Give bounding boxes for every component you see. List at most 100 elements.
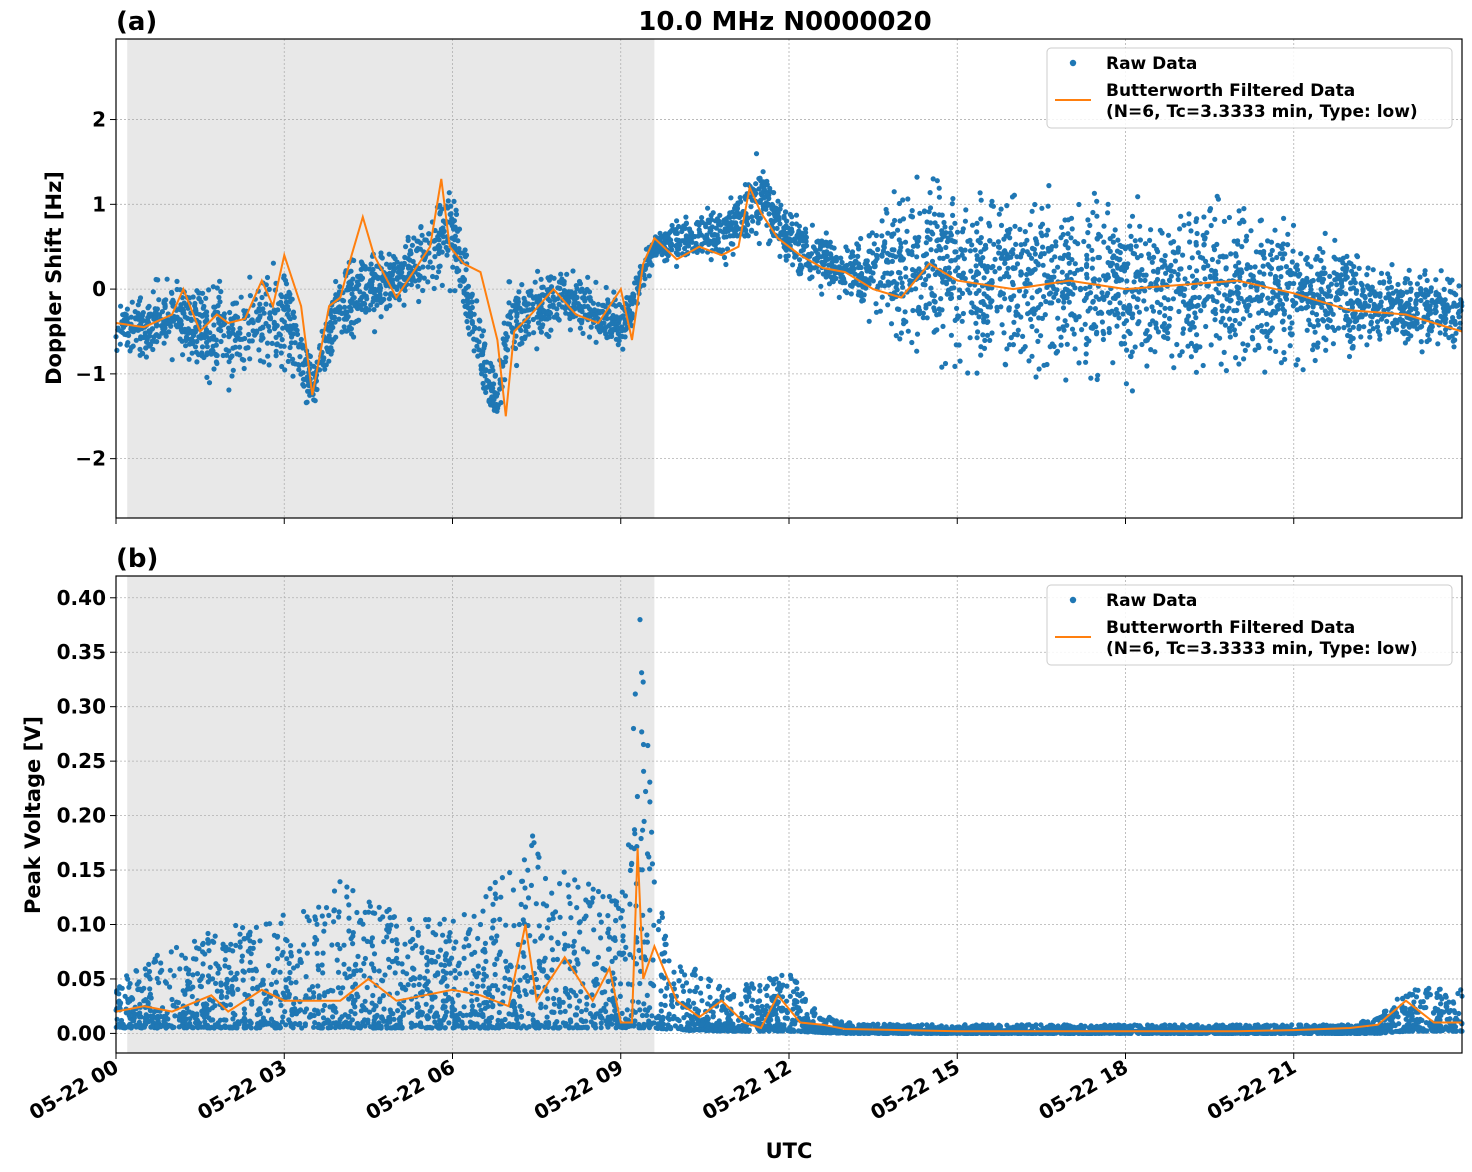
raw-data-point xyxy=(987,238,993,244)
raw-data-point xyxy=(753,181,759,187)
raw-data-point xyxy=(200,305,206,311)
raw-data-point xyxy=(1261,255,1267,261)
raw-data-point xyxy=(1010,251,1016,257)
raw-data-point xyxy=(855,243,862,249)
raw-data-point xyxy=(1115,291,1121,297)
raw-data-point xyxy=(1405,336,1411,342)
raw-data-point xyxy=(1236,361,1242,367)
raw-data-point xyxy=(1393,298,1399,304)
raw-data-point xyxy=(853,258,859,264)
raw-data-point xyxy=(480,380,486,387)
raw-data-point xyxy=(1175,271,1181,278)
raw-data-point xyxy=(1143,330,1149,337)
raw-data-point xyxy=(216,294,222,300)
raw-data-point xyxy=(268,1000,274,1006)
raw-data-point xyxy=(296,344,302,350)
raw-data-point xyxy=(455,963,461,969)
raw-data-point xyxy=(1172,258,1178,264)
raw-data-point xyxy=(1207,208,1213,214)
raw-data-point xyxy=(856,289,862,295)
raw-data-point xyxy=(1128,246,1134,252)
raw-data-point xyxy=(544,287,551,293)
raw-data-point xyxy=(1258,242,1264,248)
raw-data-point xyxy=(1227,328,1233,334)
raw-data-point xyxy=(329,339,335,345)
raw-data-point xyxy=(502,342,508,348)
raw-data-point xyxy=(330,324,336,331)
raw-data-point xyxy=(1407,296,1413,303)
raw-data-point xyxy=(1153,325,1159,331)
raw-data-point xyxy=(789,214,795,220)
raw-data-point xyxy=(1165,232,1172,238)
raw-data-point xyxy=(1147,334,1153,340)
raw-data-point xyxy=(204,344,210,350)
raw-data-point xyxy=(796,271,802,277)
raw-data-point xyxy=(1004,203,1010,209)
legend-a: Raw Data Butterworth Filtered Data (N=6,… xyxy=(1046,47,1453,129)
raw-data-point xyxy=(826,242,832,248)
raw-data-point xyxy=(541,308,547,314)
raw-data-point xyxy=(960,310,967,317)
raw-data-point xyxy=(166,329,172,335)
raw-data-point xyxy=(448,211,454,217)
raw-data-point xyxy=(202,335,208,341)
raw-data-point xyxy=(1315,322,1321,328)
raw-data-point xyxy=(1368,313,1374,319)
raw-data-point xyxy=(526,292,533,298)
raw-data-point xyxy=(667,229,673,235)
raw-data-point xyxy=(1429,324,1435,330)
raw-data-point xyxy=(430,273,436,280)
raw-data-point xyxy=(574,905,580,911)
raw-data-point xyxy=(866,318,872,324)
raw-data-point xyxy=(489,364,495,370)
raw-data-point xyxy=(1287,343,1293,349)
raw-data-point xyxy=(1418,339,1424,345)
raw-data-point xyxy=(537,325,543,331)
raw-data-point xyxy=(1190,320,1196,326)
raw-data-point xyxy=(905,196,911,202)
raw-data-point xyxy=(535,320,542,326)
raw-data-point xyxy=(1018,272,1024,278)
raw-data-point xyxy=(948,225,954,231)
raw-data-point xyxy=(723,261,729,268)
raw-data-point xyxy=(137,346,143,352)
raw-data-point xyxy=(1414,310,1420,316)
raw-data-point xyxy=(386,251,392,257)
raw-data-point xyxy=(1261,248,1267,255)
raw-data-point xyxy=(513,297,519,304)
raw-data-point xyxy=(942,360,949,367)
raw-data-point xyxy=(938,296,944,302)
raw-data-point xyxy=(1194,277,1200,283)
raw-data-point xyxy=(1258,297,1264,303)
raw-data-point xyxy=(1314,344,1320,350)
raw-data-point xyxy=(689,239,695,245)
raw-data-point xyxy=(1194,332,1200,338)
raw-data-point xyxy=(188,317,194,323)
raw-data-point xyxy=(943,244,949,251)
raw-data-point xyxy=(437,211,443,217)
raw-data-point xyxy=(1320,317,1326,323)
raw-data-point xyxy=(771,190,777,196)
raw-data-point xyxy=(1181,222,1187,228)
raw-data-point xyxy=(1039,205,1045,211)
raw-data-point xyxy=(1186,211,1192,217)
raw-data-point xyxy=(1122,246,1128,252)
raw-data-point xyxy=(848,291,854,297)
raw-data-point xyxy=(1001,330,1007,336)
raw-data-point xyxy=(479,371,485,377)
raw-data-point xyxy=(588,324,594,330)
raw-data-point xyxy=(936,194,943,200)
raw-data-point xyxy=(561,869,567,875)
raw-data-point xyxy=(943,281,950,287)
raw-data-point xyxy=(511,923,517,929)
legend-label-raw-a: Raw Data xyxy=(1106,54,1197,74)
raw-data-point xyxy=(644,992,650,999)
raw-data-point xyxy=(342,328,348,334)
raw-data-point xyxy=(551,995,557,1002)
raw-data-point xyxy=(948,332,955,338)
raw-data-point xyxy=(357,289,363,295)
raw-data-point xyxy=(431,285,437,292)
raw-data-point xyxy=(1014,332,1021,338)
raw-data-point xyxy=(707,226,713,232)
raw-data-point xyxy=(1082,321,1088,327)
